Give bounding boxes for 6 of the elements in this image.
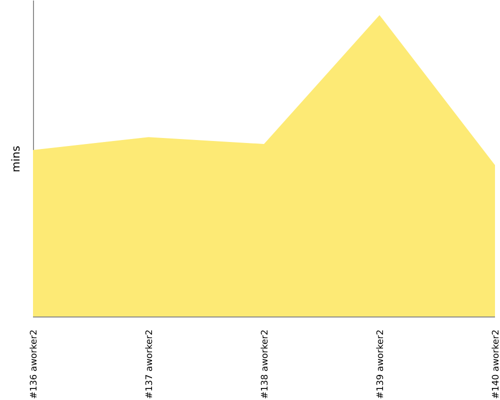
y-axis-title: mins <box>10 146 22 172</box>
x-tick-label: #136 aworker2 <box>30 330 40 400</box>
x-tick-label: #139 aworker2 <box>376 330 386 400</box>
x-tick-label: #137 aworker2 <box>145 330 155 400</box>
x-tick-label: #140 aworker2 <box>492 330 500 400</box>
x-tick-label: #138 aworker2 <box>260 330 270 400</box>
